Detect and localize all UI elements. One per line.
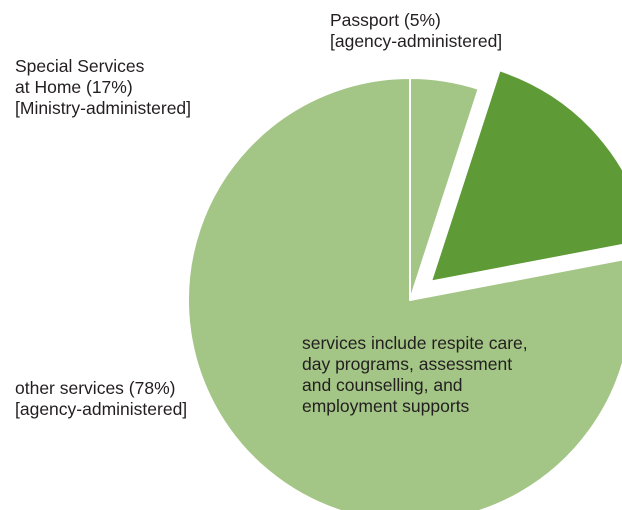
slice-label-special-services-at-home: Special Services at Home (17%) [Ministry… bbox=[15, 56, 191, 119]
slice-label-line: [Ministry-administered] bbox=[15, 98, 192, 118]
slice-label-line: [agency-administered] bbox=[330, 31, 503, 51]
slice-label-passport: Passport (5%) [agency-administered] bbox=[330, 10, 502, 52]
annotation-line: employment supports bbox=[302, 396, 470, 416]
slice-label-line: [agency-administered] bbox=[15, 399, 188, 419]
annotation-line: services include respite care, bbox=[302, 333, 528, 353]
slice-label-line: Special Services bbox=[15, 56, 145, 76]
chart-annotation: services include respite care, day progr… bbox=[302, 333, 528, 417]
slice-label-other-services: other services (78%) [agency-administere… bbox=[15, 378, 187, 420]
slice-label-line: at Home (17%) bbox=[15, 77, 133, 97]
slice-label-line: other services (78%) bbox=[15, 378, 176, 398]
slice-label-line: Passport (5%) bbox=[330, 10, 441, 30]
pie-slice-other-services bbox=[187, 77, 622, 510]
annotation-line: day programs, assessment bbox=[302, 354, 513, 374]
annotation-line: and counselling, and bbox=[302, 375, 463, 395]
pie-slice-special-services-at-home bbox=[430, 69, 622, 283]
